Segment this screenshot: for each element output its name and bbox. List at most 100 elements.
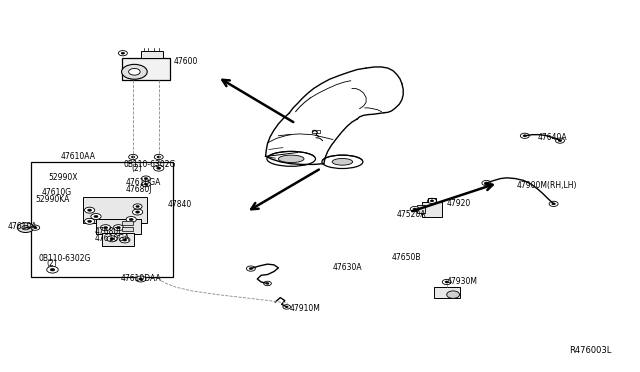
Text: 47680J: 47680J — [95, 227, 121, 236]
Circle shape — [107, 236, 117, 242]
Circle shape — [154, 165, 164, 171]
Circle shape — [22, 225, 29, 230]
Bar — [141, 51, 163, 58]
Text: 0B110-6302G: 0B110-6302G — [38, 254, 91, 263]
Circle shape — [157, 156, 161, 158]
Circle shape — [154, 154, 163, 160]
Text: 0B110-6302G: 0B110-6302G — [124, 160, 176, 169]
Text: 52990KA: 52990KA — [35, 195, 70, 204]
Text: 47610GA: 47610GA — [95, 234, 130, 243]
Circle shape — [484, 182, 488, 184]
Text: 47920: 47920 — [447, 199, 471, 208]
Circle shape — [100, 225, 111, 231]
Circle shape — [249, 267, 253, 270]
Circle shape — [523, 135, 527, 137]
Circle shape — [482, 180, 491, 186]
Circle shape — [129, 218, 133, 221]
Text: 47840: 47840 — [168, 201, 192, 209]
Bar — [122, 58, 170, 80]
Circle shape — [132, 209, 143, 215]
Bar — [434, 287, 460, 298]
Circle shape — [17, 223, 34, 232]
Circle shape — [139, 278, 143, 280]
Text: (2): (2) — [46, 259, 57, 268]
Bar — [83, 197, 147, 223]
Circle shape — [549, 201, 558, 206]
Bar — [122, 221, 133, 225]
Circle shape — [410, 206, 419, 212]
Circle shape — [118, 51, 127, 56]
Text: 47600: 47600 — [174, 57, 198, 66]
Text: 47610GA: 47610GA — [125, 178, 161, 187]
Circle shape — [283, 305, 291, 309]
Circle shape — [430, 200, 434, 202]
Circle shape — [133, 204, 142, 209]
Circle shape — [121, 52, 125, 54]
Circle shape — [556, 138, 564, 143]
Circle shape — [88, 220, 92, 222]
Circle shape — [558, 140, 562, 142]
Circle shape — [88, 209, 92, 211]
Circle shape — [131, 156, 135, 158]
Circle shape — [123, 239, 127, 241]
Circle shape — [266, 283, 269, 284]
Circle shape — [520, 133, 529, 138]
Circle shape — [428, 198, 436, 203]
Circle shape — [126, 217, 136, 222]
Circle shape — [116, 227, 120, 229]
Circle shape — [136, 205, 140, 208]
Bar — [422, 202, 442, 217]
Bar — [102, 232, 134, 246]
Bar — [312, 130, 320, 133]
Text: 47640A: 47640A — [538, 133, 567, 142]
Circle shape — [129, 154, 138, 160]
Circle shape — [104, 227, 108, 229]
Circle shape — [144, 177, 148, 180]
Text: 47610DAA: 47610DAA — [120, 275, 161, 283]
Circle shape — [120, 237, 130, 243]
Circle shape — [413, 208, 417, 210]
Ellipse shape — [267, 151, 316, 166]
Ellipse shape — [322, 155, 363, 169]
Circle shape — [136, 211, 140, 213]
Circle shape — [113, 225, 124, 231]
Text: 47650B: 47650B — [392, 253, 421, 262]
Circle shape — [141, 182, 150, 187]
Text: 52990X: 52990X — [48, 173, 77, 182]
Text: 47610AA: 47610AA — [61, 152, 96, 161]
Bar — [96, 219, 141, 234]
Circle shape — [447, 291, 460, 298]
Circle shape — [442, 279, 451, 285]
Text: 47520A: 47520A — [397, 210, 426, 219]
Circle shape — [246, 266, 255, 271]
Circle shape — [157, 167, 161, 169]
Circle shape — [110, 238, 114, 240]
Circle shape — [144, 183, 148, 185]
Circle shape — [141, 176, 150, 181]
Bar — [31, 162, 173, 277]
Text: (2): (2) — [131, 164, 142, 173]
Circle shape — [552, 203, 556, 205]
Circle shape — [122, 64, 147, 79]
Bar — [417, 205, 425, 213]
Circle shape — [84, 207, 95, 213]
Circle shape — [129, 68, 140, 75]
Text: 47900M(RH,LH): 47900M(RH,LH) — [517, 181, 578, 190]
Circle shape — [31, 225, 40, 230]
Text: 47610G: 47610G — [42, 188, 72, 197]
Circle shape — [33, 227, 37, 229]
Text: 47610A: 47610A — [8, 222, 37, 231]
Circle shape — [47, 266, 58, 273]
Text: 47930M: 47930M — [447, 277, 477, 286]
Ellipse shape — [332, 158, 353, 165]
Text: 47910M: 47910M — [289, 304, 320, 313]
Circle shape — [91, 214, 101, 219]
Circle shape — [136, 276, 146, 282]
Text: R476003L: R476003L — [569, 346, 611, 355]
Circle shape — [84, 218, 95, 224]
Circle shape — [50, 268, 55, 271]
Text: 47680J: 47680J — [125, 185, 152, 194]
Ellipse shape — [278, 155, 304, 163]
Bar — [122, 227, 133, 231]
Circle shape — [94, 215, 98, 218]
